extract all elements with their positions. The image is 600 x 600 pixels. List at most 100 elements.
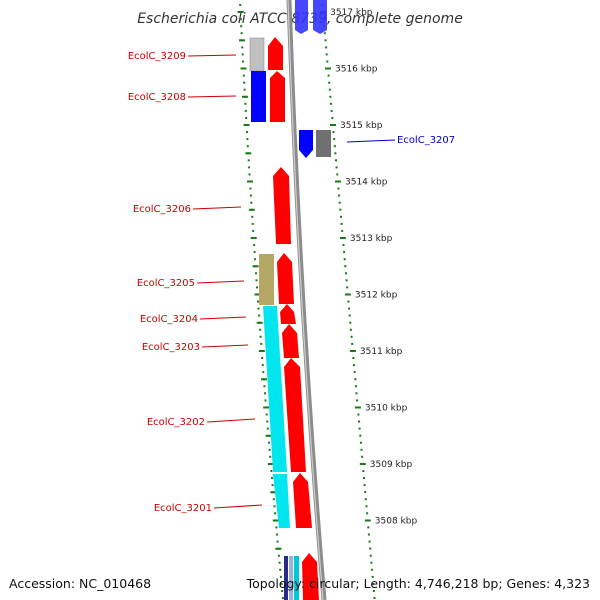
kbp-tick-label: 3510 kbp: [365, 404, 408, 414]
inner-minor-tick: [259, 335, 262, 338]
genome-backbone-highlight: [287, 0, 324, 600]
scale-minor-tick: [324, 39, 327, 42]
scale-minor-tick: [333, 138, 336, 141]
gene-label-3201[interactable]: EcolC_3201: [154, 503, 212, 514]
gene-label-3209[interactable]: EcolC_3209: [128, 51, 186, 62]
feature-lane-outer: [249, 37, 290, 528]
gene-label-3207[interactable]: EcolC_3207: [397, 135, 455, 146]
inner-scale: [237, 4, 284, 599]
scale-major-tick: [354, 406, 361, 409]
scale-minor-tick: [367, 526, 370, 529]
scale-major-tick: [349, 350, 356, 352]
kbp-tick-label: 3517 kbp: [330, 8, 373, 18]
scale-minor-tick: [337, 187, 340, 190]
inner-minor-tick: [258, 314, 261, 317]
scale-minor-tick: [340, 222, 343, 225]
inner-minor-tick: [270, 470, 273, 472]
inner-minor-tick: [255, 272, 257, 275]
scale-minor-tick: [364, 491, 367, 494]
cds-arrow-3205[interactable]: [277, 253, 294, 304]
scale-minor-tick: [355, 392, 358, 395]
cds-arrow-3204[interactable]: [280, 304, 296, 324]
inner-minor-tick: [259, 328, 262, 331]
scale-minor-tick: [329, 95, 332, 98]
feature-bottom-cyan: [294, 556, 299, 600]
inner-minor-tick: [261, 357, 264, 359]
cds-arrow-3203[interactable]: [282, 324, 299, 358]
leader-3206: [192, 206, 242, 210]
scale-minor-tick: [354, 385, 357, 388]
inner-minor-tick: [242, 74, 245, 77]
inner-minor-tick: [281, 597, 284, 599]
cds-arrow-3206[interactable]: [273, 167, 291, 244]
inner-minor-tick: [255, 279, 258, 282]
scale-minor-tick: [330, 109, 333, 112]
scale-minor-tick: [352, 357, 355, 359]
leader-3209: [187, 54, 237, 57]
feature-cyan-block-lower[interactable]: [273, 474, 290, 528]
kbp-tick-label: 3511 kbp: [360, 347, 403, 357]
inner-major-tick: [275, 547, 282, 550]
scale-minor-tick: [359, 441, 362, 444]
inner-minor-tick: [246, 131, 248, 134]
feature-grey-reverse[interactable]: [316, 130, 331, 157]
inner-minor-tick: [268, 441, 270, 444]
inner-major-tick: [252, 265, 259, 268]
inner-minor-tick: [246, 138, 249, 141]
kbp-tick-label: 3515 kbp: [340, 121, 383, 131]
scale-minor-tick: [350, 335, 353, 338]
inner-major-tick: [258, 350, 265, 352]
cds-arrow-3209[interactable]: [268, 37, 283, 70]
feature-bottom-red: [302, 553, 319, 600]
inner-minor-tick: [271, 484, 274, 487]
feature-blue-block[interactable]: [251, 71, 266, 122]
feature-olive-block[interactable]: [259, 254, 274, 305]
inner-major-tick: [254, 293, 261, 296]
cds-arrow-3207[interactable]: [299, 130, 313, 158]
inner-minor-tick: [263, 385, 266, 388]
inner-minor-tick: [254, 258, 257, 261]
inner-minor-tick: [243, 81, 246, 84]
feature-grey-block[interactable]: [249, 37, 265, 72]
leader-3207: [346, 139, 396, 143]
scale-minor-tick: [348, 314, 351, 317]
feature-cyan-block-upper[interactable]: [263, 306, 287, 472]
inner-major-tick: [270, 491, 277, 494]
inner-minor-tick: [261, 364, 264, 367]
scale-minor-tick: [335, 159, 337, 162]
gene-label-3206[interactable]: EcolC_3206: [133, 204, 191, 215]
scale-minor-tick: [331, 117, 334, 119]
gene-label-3202[interactable]: EcolC_3202: [147, 417, 205, 428]
gene-label-3203[interactable]: EcolC_3203: [142, 342, 200, 353]
cds-arrow-3201[interactable]: [293, 473, 312, 528]
inner-minor-tick: [253, 251, 256, 254]
scale-minor-tick: [330, 102, 332, 105]
cds-arrow-3208[interactable]: [270, 71, 285, 122]
inner-major-tick: [237, 11, 244, 13]
inner-major-tick: [261, 378, 267, 381]
scale-minor-tick: [361, 455, 364, 458]
scale-minor-tick: [343, 251, 346, 254]
scale-minor-tick: [373, 597, 376, 599]
gene-label-3205[interactable]: EcolC_3205: [137, 278, 195, 289]
gene-label-3204[interactable]: EcolC_3204: [140, 314, 198, 325]
kbp-tick-label: 3512 kbp: [355, 291, 398, 301]
inner-minor-tick: [260, 342, 263, 345]
feature-bottom-lightblue: [289, 556, 293, 600]
cds-arrow-3202[interactable]: [284, 358, 306, 472]
inner-minor-tick: [242, 60, 244, 63]
inner-minor-tick: [276, 533, 278, 536]
scale-minor-tick: [367, 533, 370, 536]
inner-minor-tick: [279, 568, 282, 571]
inner-minor-tick: [252, 229, 255, 232]
inner-minor-tick: [269, 455, 272, 458]
gene-label-3208[interactable]: EcolC_3208: [128, 92, 186, 103]
inner-minor-tick: [243, 88, 246, 91]
scale-minor-tick: [366, 512, 369, 515]
inner-minor-tick: [239, 4, 242, 6]
inner-major-tick: [267, 463, 274, 465]
inner-major-tick: [265, 434, 272, 437]
scale-minor-tick: [362, 470, 365, 472]
kbp-tick-label: 3508 kbp: [375, 517, 418, 527]
